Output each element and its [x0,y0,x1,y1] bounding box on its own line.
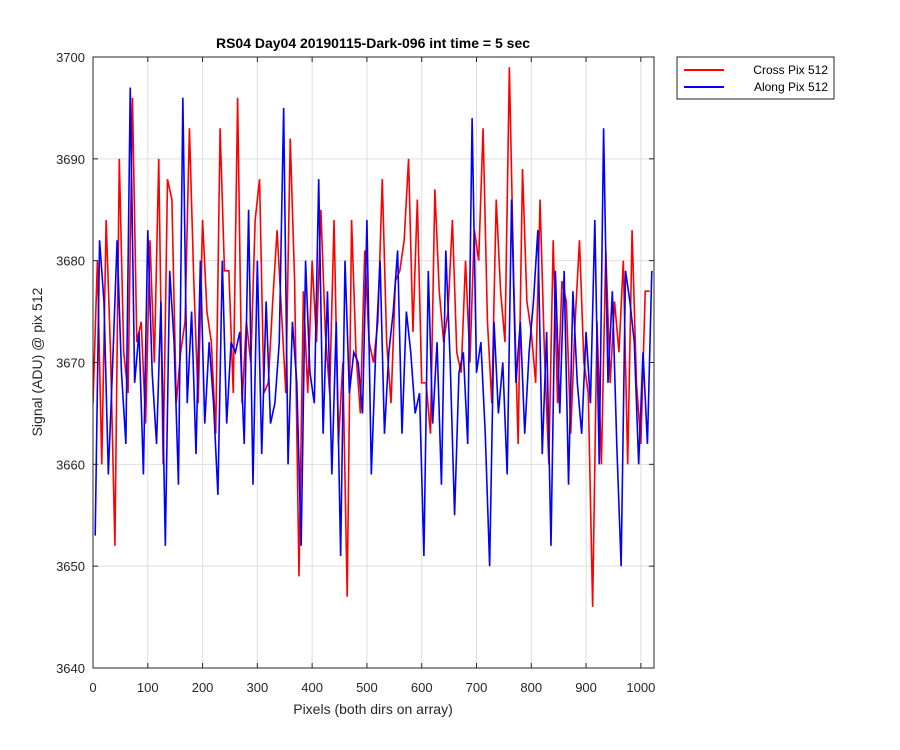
x-tick-label: 0 [89,680,96,695]
x-tick-label: 600 [411,680,433,695]
legend: Cross Pix 512 Along Pix 512 [676,56,835,100]
axis-ticks: 0 100 200 300 400 500 600 700 800 900 1000 3640 3650… [56,50,655,695]
y-tick-label: 3680 [56,254,85,269]
series-lines [93,67,653,607]
legend-box [676,56,835,100]
x-tick-label: 400 [301,680,323,695]
x-tick-label: 300 [247,680,269,695]
x-tick-label: 800 [520,680,542,695]
legend-label-along: Along Pix 512 [754,80,828,94]
legend-label-cross: Cross Pix 512 [753,63,828,77]
x-tick-label: 500 [356,680,378,695]
series-line-along-pix-512 [94,87,653,567]
y-axis-label: Signal (ADU) @ pix 512 [29,287,45,436]
y-tick-label: 3650 [56,559,85,574]
chart-title: RS04 Day04 20190115-Dark-096 int time = … [216,35,530,51]
y-tick-label: 3700 [56,50,85,65]
y-tick-label: 3690 [56,152,85,167]
y-tick-label: 3640 [56,661,85,676]
x-tick-label: 700 [466,680,488,695]
x-tick-label: 900 [575,680,597,695]
x-axis-label: Pixels (both dirs on array) [293,701,453,717]
x-tick-label: 100 [137,680,159,695]
y-tick-label: 3660 [56,457,85,472]
x-tick-label: 200 [192,680,214,695]
x-tick-label: 1000 [626,680,655,695]
y-tick-label: 3670 [56,356,85,371]
